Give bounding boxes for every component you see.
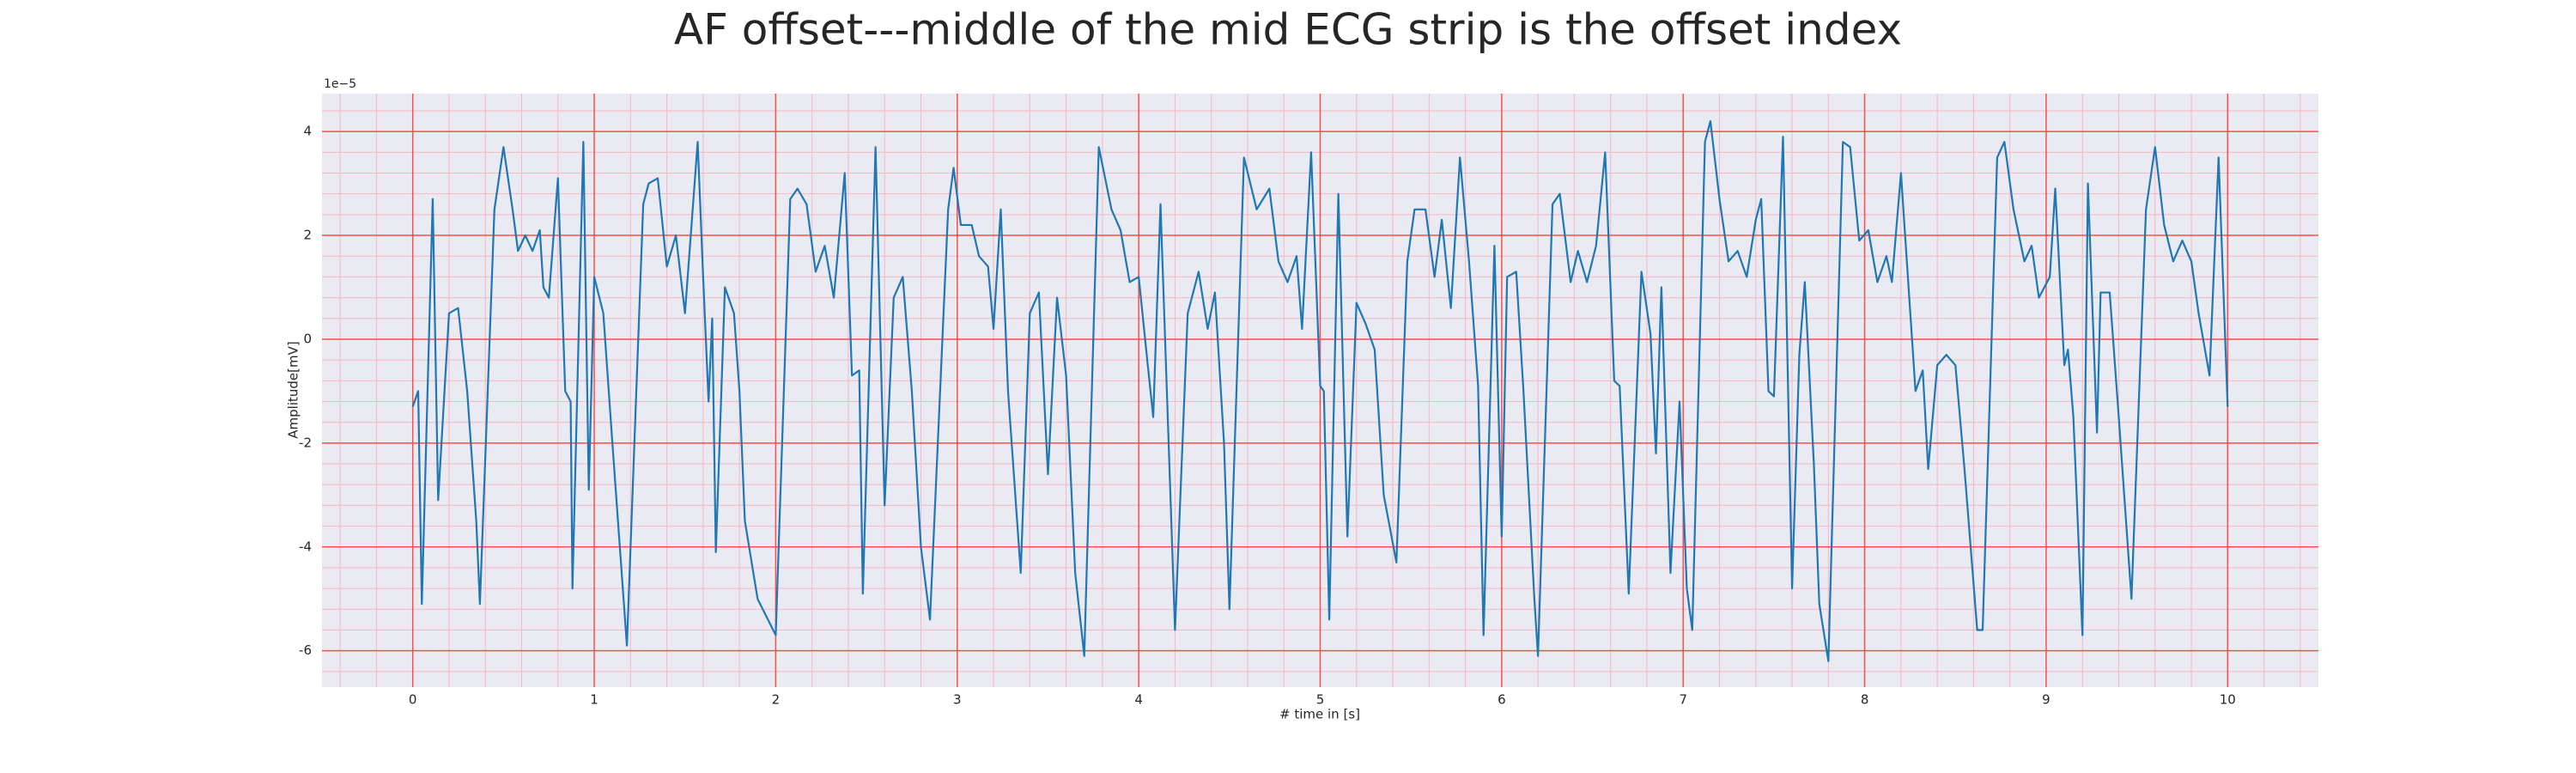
y-offset-text: 1e−5: [324, 77, 356, 91]
x-tick-label: 5: [1316, 692, 1325, 708]
x-tick-label: 0: [409, 692, 417, 708]
x-tick-label: 9: [2042, 692, 2050, 708]
chart-title: AF offset---middle of the mid ECG strip …: [674, 5, 1902, 55]
y-tick-label: -2: [299, 435, 312, 450]
x-tick-label: 4: [1134, 692, 1143, 708]
y-tick-label: 2: [303, 228, 312, 243]
x-tick-label: 6: [1498, 692, 1506, 708]
x-tick-label: 2: [772, 692, 781, 708]
x-tick-label: 3: [953, 692, 962, 708]
y-tick-label: -4: [299, 539, 312, 554]
signal-line: [411, 119, 2229, 662]
plot-area: [322, 94, 2318, 687]
y-axis-label: Amplitude[mV]: [286, 341, 301, 438]
x-tick-label: 10: [2220, 692, 2236, 708]
y-tick-label: 0: [303, 331, 312, 346]
x-tick-label: 7: [1679, 692, 1687, 708]
x-tick-label: 8: [1861, 692, 1869, 708]
x-tick-label: 1: [590, 692, 598, 708]
y-tick-label: -6: [299, 642, 312, 658]
x-axis-label: # time in [s]: [1279, 707, 1360, 722]
y-tick-label: 4: [303, 124, 312, 139]
